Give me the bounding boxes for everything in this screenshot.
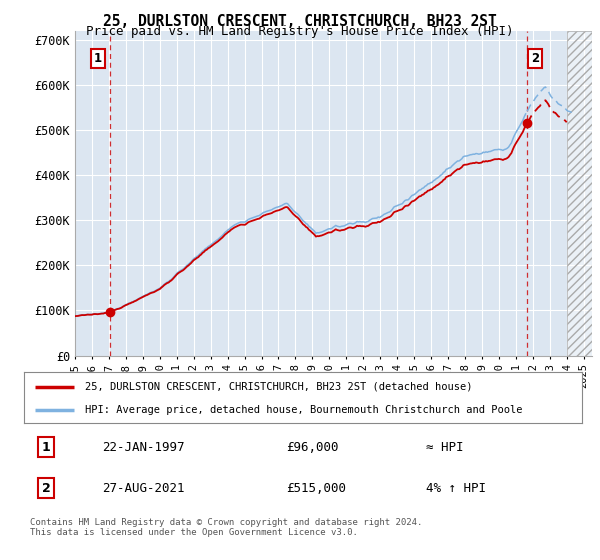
Text: 27-AUG-2021: 27-AUG-2021 (102, 482, 185, 495)
Text: 25, DURLSTON CRESCENT, CHRISTCHURCH, BH23 2ST (detached house): 25, DURLSTON CRESCENT, CHRISTCHURCH, BH2… (85, 381, 473, 391)
Text: 22-JAN-1997: 22-JAN-1997 (102, 441, 185, 454)
Bar (567, 31, 600, 356)
Text: £515,000: £515,000 (286, 482, 346, 495)
Text: Contains HM Land Registry data © Crown copyright and database right 2024.
This d: Contains HM Land Registry data © Crown c… (30, 518, 422, 538)
Text: 25, DURLSTON CRESCENT, CHRISTCHURCH, BH23 2ST: 25, DURLSTON CRESCENT, CHRISTCHURCH, BH2… (103, 14, 497, 29)
Text: 1: 1 (94, 52, 102, 65)
Text: 2: 2 (42, 482, 50, 495)
Text: HPI: Average price, detached house, Bournemouth Christchurch and Poole: HPI: Average price, detached house, Bour… (85, 405, 523, 415)
Text: Price paid vs. HM Land Registry's House Price Index (HPI): Price paid vs. HM Land Registry's House … (86, 25, 514, 38)
Text: £96,000: £96,000 (286, 441, 339, 454)
Text: 1: 1 (42, 441, 50, 454)
Text: 4% ↑ HPI: 4% ↑ HPI (426, 482, 486, 495)
Text: 2: 2 (532, 52, 539, 65)
Text: ≈ HPI: ≈ HPI (426, 441, 463, 454)
